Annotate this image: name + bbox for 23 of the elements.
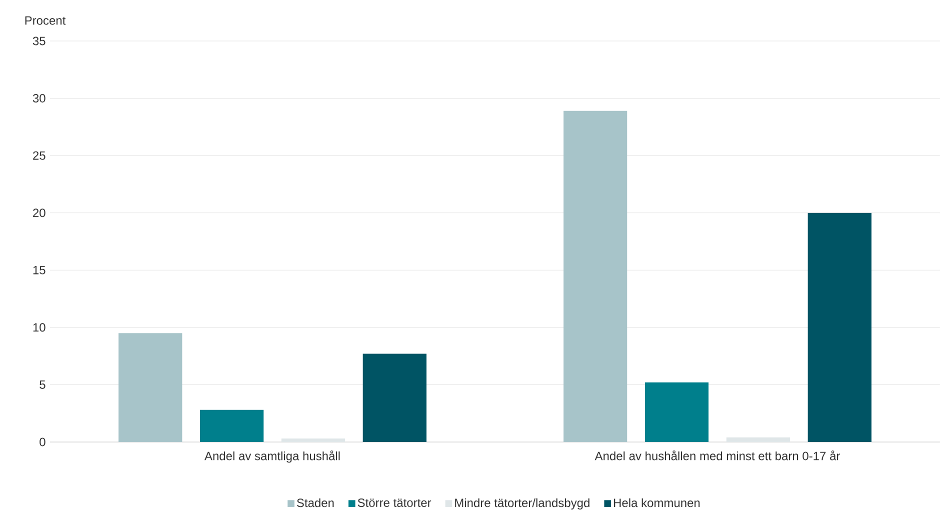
bar — [726, 437, 790, 442]
legend-label: Hela kommunen — [614, 498, 700, 508]
x-tick-label: Andel av samtliga hushåll — [204, 450, 340, 463]
y-tick-label: 35 — [32, 36, 46, 46]
y-tick-label: 25 — [33, 151, 46, 160]
y-tick-label: 20 — [33, 208, 46, 218]
y-axis-title: Procent — [25, 16, 66, 25]
legend-label: Större tätorter — [358, 498, 432, 507]
legend-label: Staden — [296, 498, 334, 508]
legend-label: Mindre tätorter/landsbygd — [455, 498, 590, 510]
bar — [200, 410, 264, 442]
y-tick-label: 15 — [33, 266, 46, 274]
x-tick-label: Andel av hushållen med minst ett barn 0-17 år — [594, 450, 840, 460]
y-tick-label: 10 — [33, 323, 46, 332]
y-tick-label: 30 — [32, 94, 46, 103]
bar — [362, 354, 426, 442]
bar — [281, 438, 346, 442]
bar — [808, 212, 872, 442]
y-tick-label: 5 — [40, 380, 46, 389]
bar — [118, 333, 182, 442]
y-tick-label: 0 — [40, 438, 46, 446]
bar — [644, 382, 709, 442]
bar — [564, 110, 628, 442]
